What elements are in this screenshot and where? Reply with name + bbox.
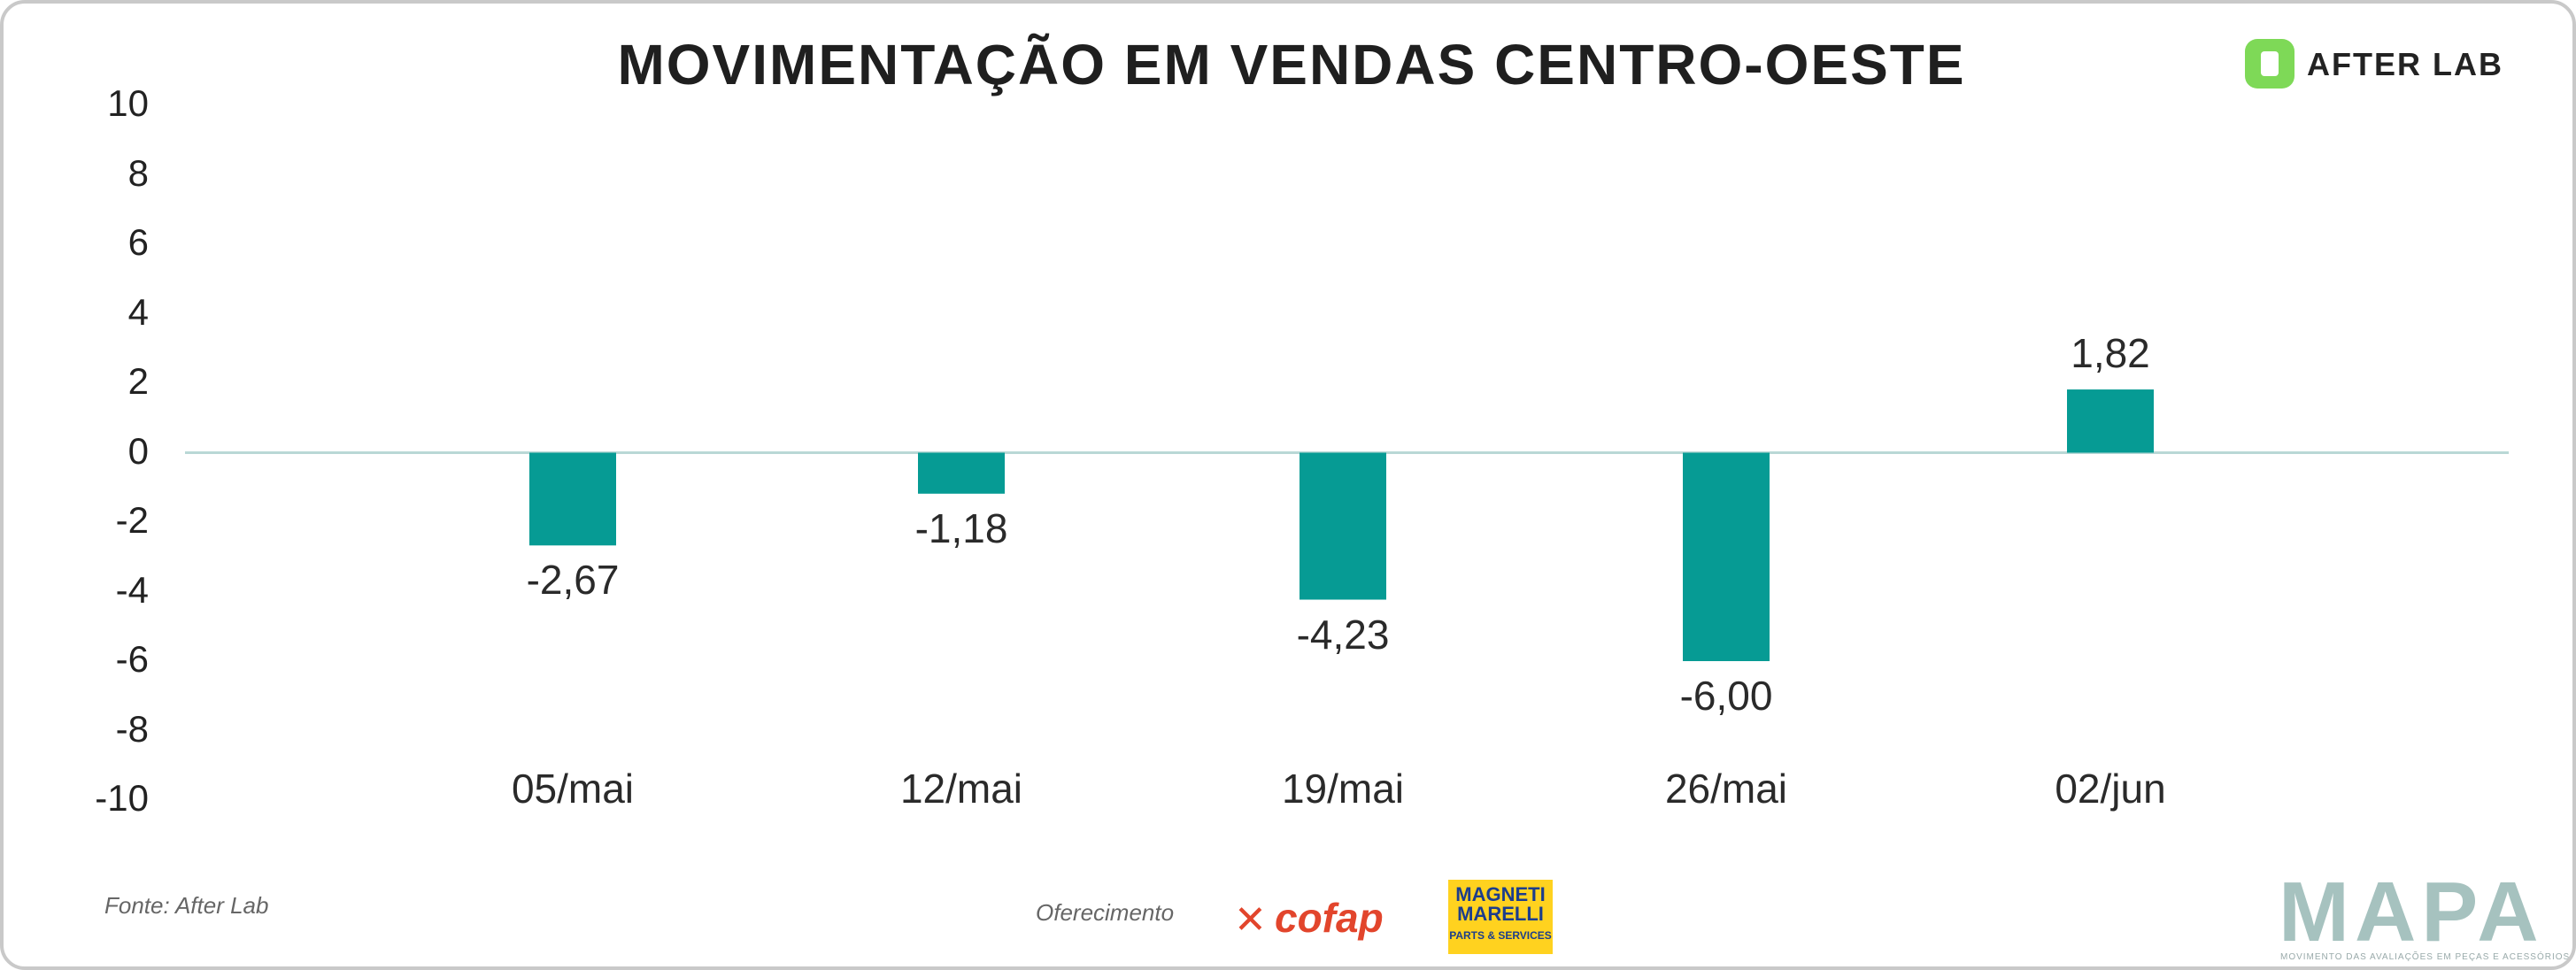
y-tick-label: -10	[95, 777, 149, 819]
x-tick-label: 02/jun	[2055, 766, 2166, 812]
data-label: -1,18	[914, 504, 1008, 551]
cofap-mark-icon: ✕	[1234, 898, 1267, 942]
sponsor-label: Oferecimento	[1036, 899, 1175, 926]
afterlab-logo-icon	[2245, 39, 2294, 89]
cofap-logo: ✕ cofap	[1234, 889, 1420, 942]
x-tick-label: 19/mai	[1281, 766, 1405, 812]
y-tick-label: -6	[115, 638, 149, 680]
x-tick-label: 26/mai	[1664, 766, 1788, 812]
x-tick-label: 12/mai	[899, 766, 1023, 812]
bar-05/mai	[529, 452, 616, 546]
afterlab-logo-text: AFTER LAB	[2307, 46, 2503, 82]
mapa-logo: MAPA	[2279, 865, 2544, 959]
data-label: -2,67	[526, 557, 620, 604]
bar-26/mai	[1683, 452, 1770, 661]
magneti-marelli-logo: MAGNETI MARELLI PARTS & SERVICES	[1448, 880, 1553, 954]
y-tick-label: -2	[115, 499, 149, 541]
y-tick-label: 10	[107, 82, 149, 124]
data-label: -6,00	[1679, 673, 1773, 719]
cofap-logo-text: cofap	[1275, 895, 1384, 941]
afterlab-logo: AFTER LAB	[2245, 39, 2528, 92]
y-tick-label: 6	[127, 221, 149, 263]
magneti-logo-line1: MAGNETI MARELLI	[1455, 883, 1546, 925]
data-label: 1,82	[2071, 330, 2150, 377]
source-note: Fonte: After Lab	[104, 892, 269, 919]
bar-19/mai	[1300, 452, 1386, 600]
y-tick-label: 4	[127, 290, 149, 333]
chart-title: MOVIMENTAÇÃO EM VENDAS CENTRO-OESTE	[617, 33, 1966, 96]
y-tick-label: -4	[115, 568, 149, 611]
x-tick-label: 05/mai	[511, 766, 635, 812]
y-tick-label: -8	[115, 707, 149, 750]
y-tick-label: 0	[127, 429, 149, 472]
data-label: -4,23	[1296, 611, 1390, 658]
y-tick-label: 2	[127, 360, 149, 402]
y-tick-label: 8	[127, 151, 149, 194]
magneti-logo-sub: PARTS & SERVICES	[1449, 929, 1552, 942]
bar-12/mai	[918, 452, 1005, 494]
mapa-logo-subtitle: MOVIMENTO DAS AVALIAÇÕES EM PEÇAS E ACES…	[2280, 952, 2571, 962]
bar-chart	[185, 389, 2509, 661]
bar-02/jun	[2067, 389, 2154, 453]
